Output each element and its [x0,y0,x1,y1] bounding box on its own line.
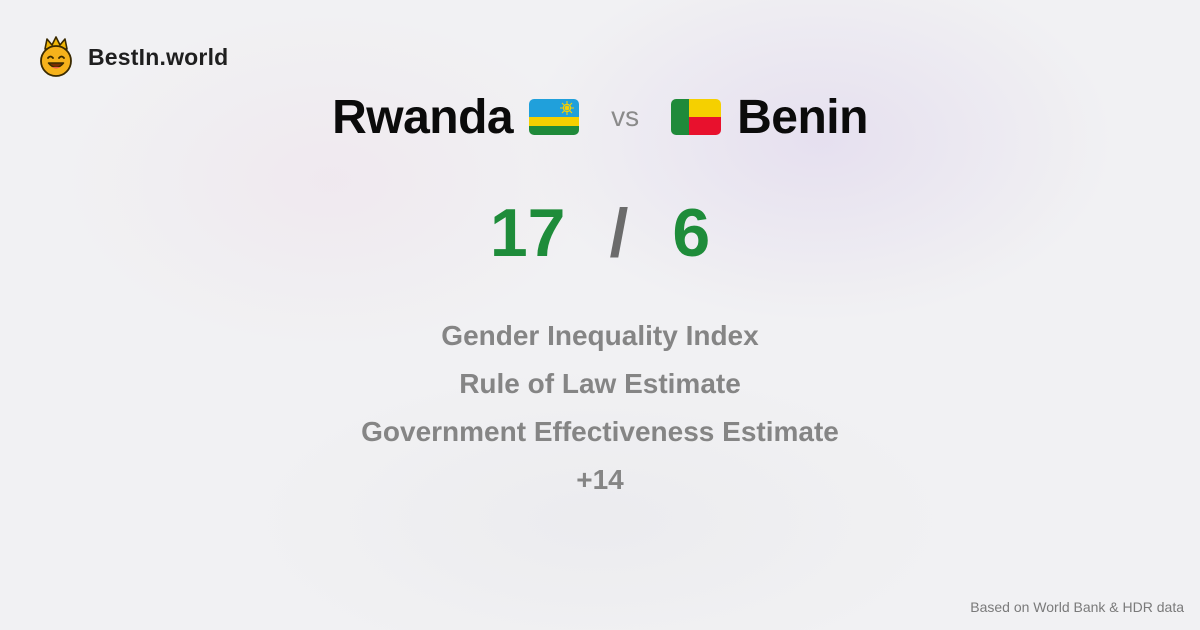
metric-government-effectiveness: Government Effectiveness Estimate [361,416,839,447]
brand[interactable]: BestIn.world [38,36,228,78]
benin-flag-icon [671,99,722,135]
comparison-title: Rwanda [0,82,1200,152]
score: 17 / 6 [0,192,1200,274]
metrics-list: Gender Inequality Index Rule of Law Esti… [0,312,1200,504]
country-b-name: Benin [737,90,868,144]
smiling-crown-face-icon [38,36,74,78]
rwanda-flag-icon [529,99,580,135]
brand-name: BestIn.world [88,43,229,70]
metric-gender-inequality: Gender Inequality Index [441,320,759,351]
vs-label: vs [611,101,640,132]
country-a-name: Rwanda [332,90,514,144]
data-source-note: Based on World Bank & HDR data [970,599,1184,615]
metric-rule-of-law: Rule of Law Estimate [459,368,741,399]
score-b: 6 [672,195,711,271]
score-a: 17 [489,195,566,271]
metric-more-count: +14 [576,464,624,495]
score-separator: / [609,195,629,271]
